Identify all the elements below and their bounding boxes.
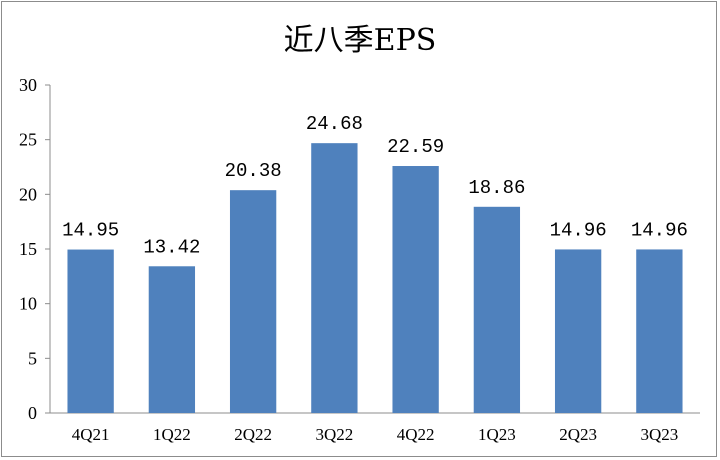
x-tick-label-2Q22: 2Q22 — [234, 425, 272, 444]
data-label-3Q22: 24.68 — [306, 113, 363, 135]
data-label-4Q22: 22.59 — [387, 136, 444, 158]
y-axis: 0 5 10 15 20 25 30 — [19, 75, 51, 423]
y-tick-label: 15 — [19, 239, 37, 259]
bars — [67, 143, 683, 413]
x-tick-label-1Q23: 1Q23 — [478, 425, 516, 444]
bar-1Q23 — [473, 206, 521, 413]
x-tick-label-4Q22: 4Q22 — [397, 425, 435, 444]
y-tick-label: 25 — [19, 130, 37, 150]
x-tick-label-2Q23: 2Q23 — [559, 425, 597, 444]
data-label-1Q23: 18.86 — [468, 177, 525, 199]
data-labels: 14.95 13.42 20.38 24.68 22.59 18.86 14.96 14.96 — [62, 113, 688, 258]
data-label-2Q22: 20.38 — [225, 160, 282, 182]
y-tick-label: 5 — [28, 348, 37, 368]
data-label-1Q22: 13.42 — [143, 236, 200, 258]
bar-4Q21 — [67, 249, 114, 413]
x-tick-label-4Q21: 4Q21 — [72, 425, 110, 444]
data-label-4Q21: 14.95 — [62, 220, 119, 242]
y-tick-label: 10 — [19, 294, 37, 314]
bar-2Q22 — [229, 190, 277, 413]
x-tick-label-1Q22: 1Q22 — [153, 425, 191, 444]
y-tick-label: 20 — [19, 184, 37, 204]
bar-3Q23 — [636, 249, 683, 413]
bar-2Q23 — [554, 249, 602, 413]
x-tick-label-3Q22: 3Q22 — [315, 425, 353, 444]
data-label-3Q23: 14.96 — [631, 219, 688, 241]
bar-1Q22 — [148, 266, 196, 413]
x-tick-label-3Q23: 3Q23 — [640, 425, 678, 444]
y-tick-label: 30 — [19, 75, 37, 95]
bar-4Q22 — [392, 166, 439, 413]
data-label-2Q23: 14.96 — [550, 219, 607, 241]
x-axis: 4Q21 1Q22 2Q22 3Q22 4Q22 1Q23 2Q23 3Q23 — [50, 412, 700, 444]
chart-title: 近八季EPS — [284, 23, 437, 58]
bar-3Q22 — [311, 143, 358, 413]
y-tick-label: 0 — [28, 403, 37, 423]
